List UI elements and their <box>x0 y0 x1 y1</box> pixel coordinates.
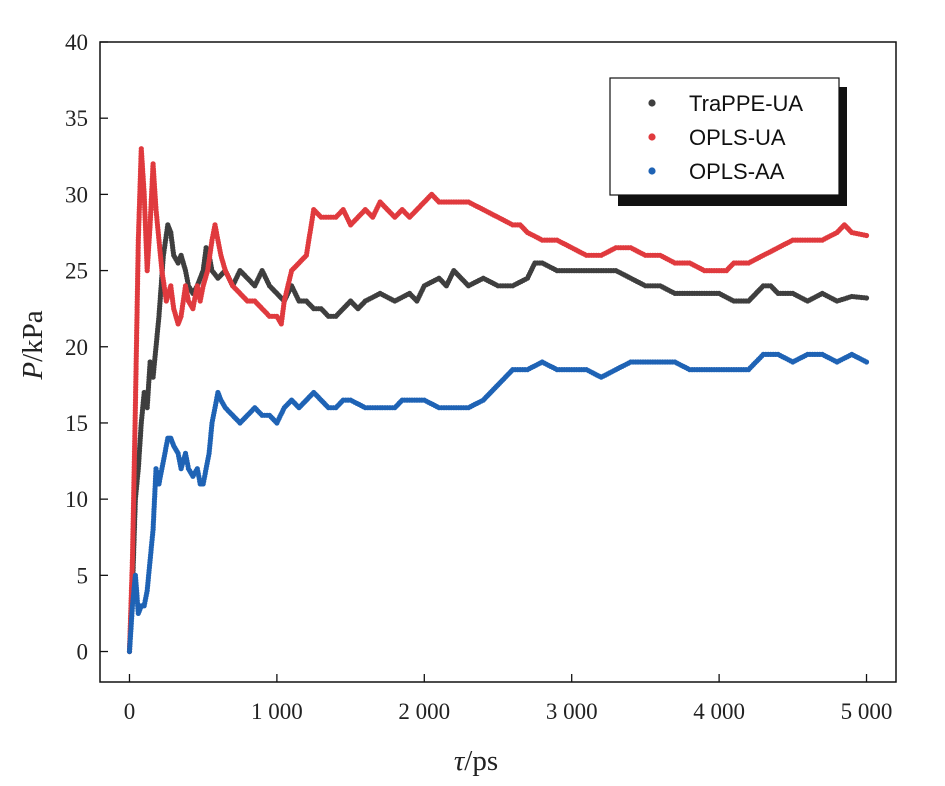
x-tick-label: 5 000 <box>841 699 893 724</box>
x-tick-label: 0 <box>124 699 136 724</box>
series-opls-ua <box>126 146 870 655</box>
plot-frame <box>99 41 897 683</box>
y-tick-label: 30 <box>65 182 88 207</box>
y-axis-var: P <box>17 362 49 381</box>
data-point <box>863 359 870 365</box>
y-axis-unit: /kPa <box>17 310 49 362</box>
x-axis-unit: /ps <box>464 745 498 777</box>
data-point <box>863 295 870 301</box>
legend-marker <box>648 99 656 107</box>
legend-items: TraPPE-UA OPLS-UA OPLS-AA <box>648 91 803 184</box>
x-axis-var: τ <box>454 745 466 777</box>
data-point <box>863 232 870 239</box>
y-tick-label: 5 <box>77 563 89 588</box>
y-tick-label: 15 <box>65 411 88 436</box>
y-tick-label: 35 <box>65 106 88 131</box>
y-tick-label: 0 <box>77 640 89 665</box>
series-opls-aa <box>126 351 870 655</box>
x-tick-label: 4 000 <box>693 699 745 724</box>
legend-box <box>609 77 840 196</box>
y-tick-label: 10 <box>65 487 88 512</box>
y-tick-label: 40 <box>65 30 88 55</box>
x-tick-label: 1 000 <box>251 699 303 724</box>
y-axis-title: P/kPa <box>17 310 49 380</box>
legend-marker <box>648 133 656 141</box>
y-tick-label: 20 <box>65 335 88 360</box>
legend-marker <box>648 167 656 175</box>
legend-label: TraPPE-UA <box>689 91 803 116</box>
y-tick-label: 25 <box>65 259 88 284</box>
axis-ticks: 0 1 000 2 000 3 000 4 000 5 000 0 5 10 15 20 25 30 35… <box>65 30 892 724</box>
legend: TraPPE-UA OPLS-UA OPLS-AA <box>609 77 847 206</box>
x-tick-label: 3 000 <box>546 699 598 724</box>
series-layer <box>126 146 870 655</box>
x-tick-label: 2 000 <box>398 699 450 724</box>
legend-label: OPLS-AA <box>689 159 785 184</box>
x-axis-title: τ/ps <box>454 745 498 777</box>
legend-label: OPLS-UA <box>689 125 786 150</box>
